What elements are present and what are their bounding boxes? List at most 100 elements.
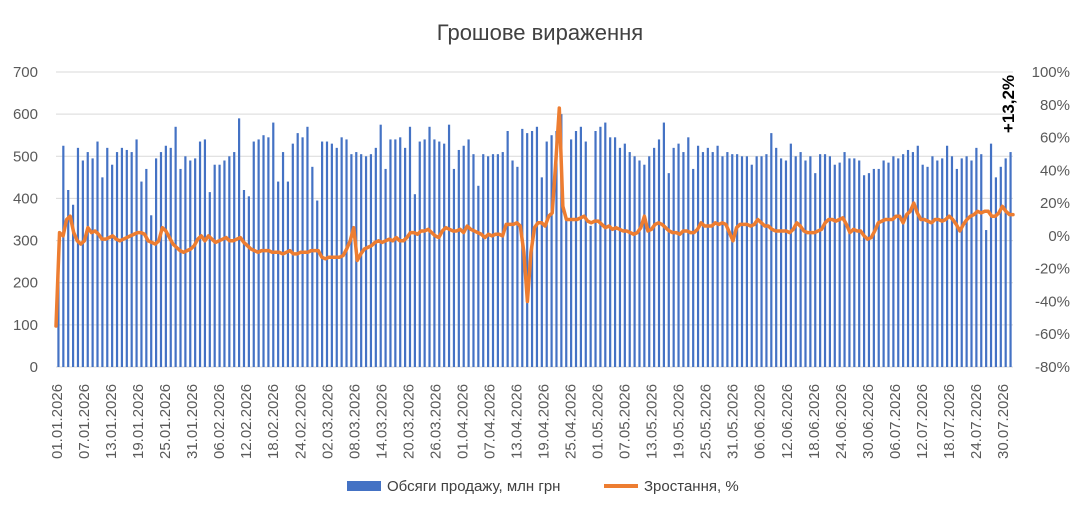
x-axis-tick-label: 06.07.2026 [887, 384, 904, 459]
bar [462, 145, 465, 367]
bar [413, 194, 416, 367]
bar [86, 152, 89, 367]
bar [570, 139, 573, 367]
bar [682, 152, 685, 367]
bar [433, 139, 436, 367]
bar [609, 137, 612, 367]
bar [799, 152, 802, 367]
bar [819, 154, 822, 367]
bar [418, 141, 421, 367]
bar [242, 190, 246, 367]
bar [862, 175, 866, 367]
bar [784, 160, 788, 367]
bar [67, 190, 70, 367]
bar [770, 133, 773, 367]
bar [648, 156, 651, 367]
x-axis-tick-label: 12.06.2026 [779, 384, 796, 459]
bar [247, 196, 250, 367]
bar [223, 160, 226, 367]
x-axis-tick-label: 01.04.2026 [454, 384, 471, 459]
bar [750, 164, 753, 367]
right-axis-tick-label: 60% [1040, 130, 1070, 147]
bar [833, 164, 836, 367]
left-axis-ticks: 0 100 200 300 400 500 600 700 [13, 64, 38, 376]
bar [296, 133, 299, 367]
bar [584, 141, 587, 367]
bar [1004, 158, 1007, 367]
bar [672, 147, 675, 367]
bar [428, 126, 431, 367]
bar [887, 162, 890, 367]
bar [76, 147, 80, 367]
bar [882, 160, 885, 367]
right-axis-tick-label: -20% [1035, 261, 1070, 278]
bar [233, 152, 236, 367]
bar [491, 154, 495, 367]
bar [125, 149, 128, 367]
bar [916, 145, 919, 367]
bar [228, 156, 231, 367]
right-axis-tick-label: -40% [1035, 293, 1070, 310]
bar [911, 152, 915, 367]
bar [980, 154, 983, 367]
bar [667, 173, 670, 367]
left-axis-tick-label: 500 [13, 148, 38, 165]
bar [208, 192, 211, 367]
bar [452, 168, 456, 367]
bar [423, 139, 426, 367]
bar [892, 156, 895, 367]
bar [701, 152, 705, 367]
bar [779, 158, 783, 367]
bar [364, 156, 368, 367]
bar [745, 156, 748, 367]
x-axis-tick-label: 19.05.2026 [671, 384, 688, 459]
bar [516, 166, 519, 367]
right-axis-tick-label: 100% [1032, 64, 1070, 81]
bar [111, 164, 114, 367]
bar [330, 143, 333, 367]
bar [140, 181, 143, 367]
bar [286, 181, 290, 367]
bar [599, 126, 602, 367]
bar [96, 141, 99, 367]
x-axis-tick-label: 01.05.2026 [590, 384, 607, 459]
bar [755, 156, 758, 367]
bar [189, 160, 192, 367]
right-axis-tick-label: 40% [1040, 162, 1070, 179]
bar [506, 131, 509, 367]
bar [823, 154, 827, 367]
bar [926, 166, 929, 367]
bar [408, 126, 412, 367]
bar [970, 160, 973, 367]
x-axis-tick-label: 24.02.2026 [292, 384, 309, 459]
bar [867, 173, 871, 367]
bar [711, 152, 714, 367]
bar [540, 177, 543, 367]
bar [550, 135, 553, 367]
right-axis-tick-label: 80% [1040, 97, 1070, 114]
bar [897, 158, 900, 367]
bar [150, 215, 153, 367]
growth-annotation: +13,2% [999, 75, 1018, 133]
bar [1009, 152, 1012, 367]
bar [814, 173, 817, 367]
bar [618, 147, 622, 367]
bar [526, 133, 529, 367]
bar [194, 158, 197, 367]
bar [145, 168, 148, 367]
bar [57, 276, 60, 367]
bar [633, 156, 636, 367]
bar [384, 168, 387, 367]
bar-series [57, 114, 1012, 368]
right-axis-tick-label: 20% [1040, 195, 1070, 212]
bar [545, 141, 548, 367]
x-axis-tick-label: 07.01.2026 [76, 384, 93, 459]
right-axis-ticks: -80% -60% -40% -20% 0% 20% 40% 60% 80% 100% [1032, 64, 1070, 376]
x-axis-tick-label: 30.07.2026 [995, 384, 1012, 459]
bar [482, 154, 485, 367]
bar [653, 147, 656, 367]
bar [120, 147, 124, 367]
bar [989, 143, 993, 367]
bar [135, 139, 138, 367]
bar [843, 152, 846, 367]
